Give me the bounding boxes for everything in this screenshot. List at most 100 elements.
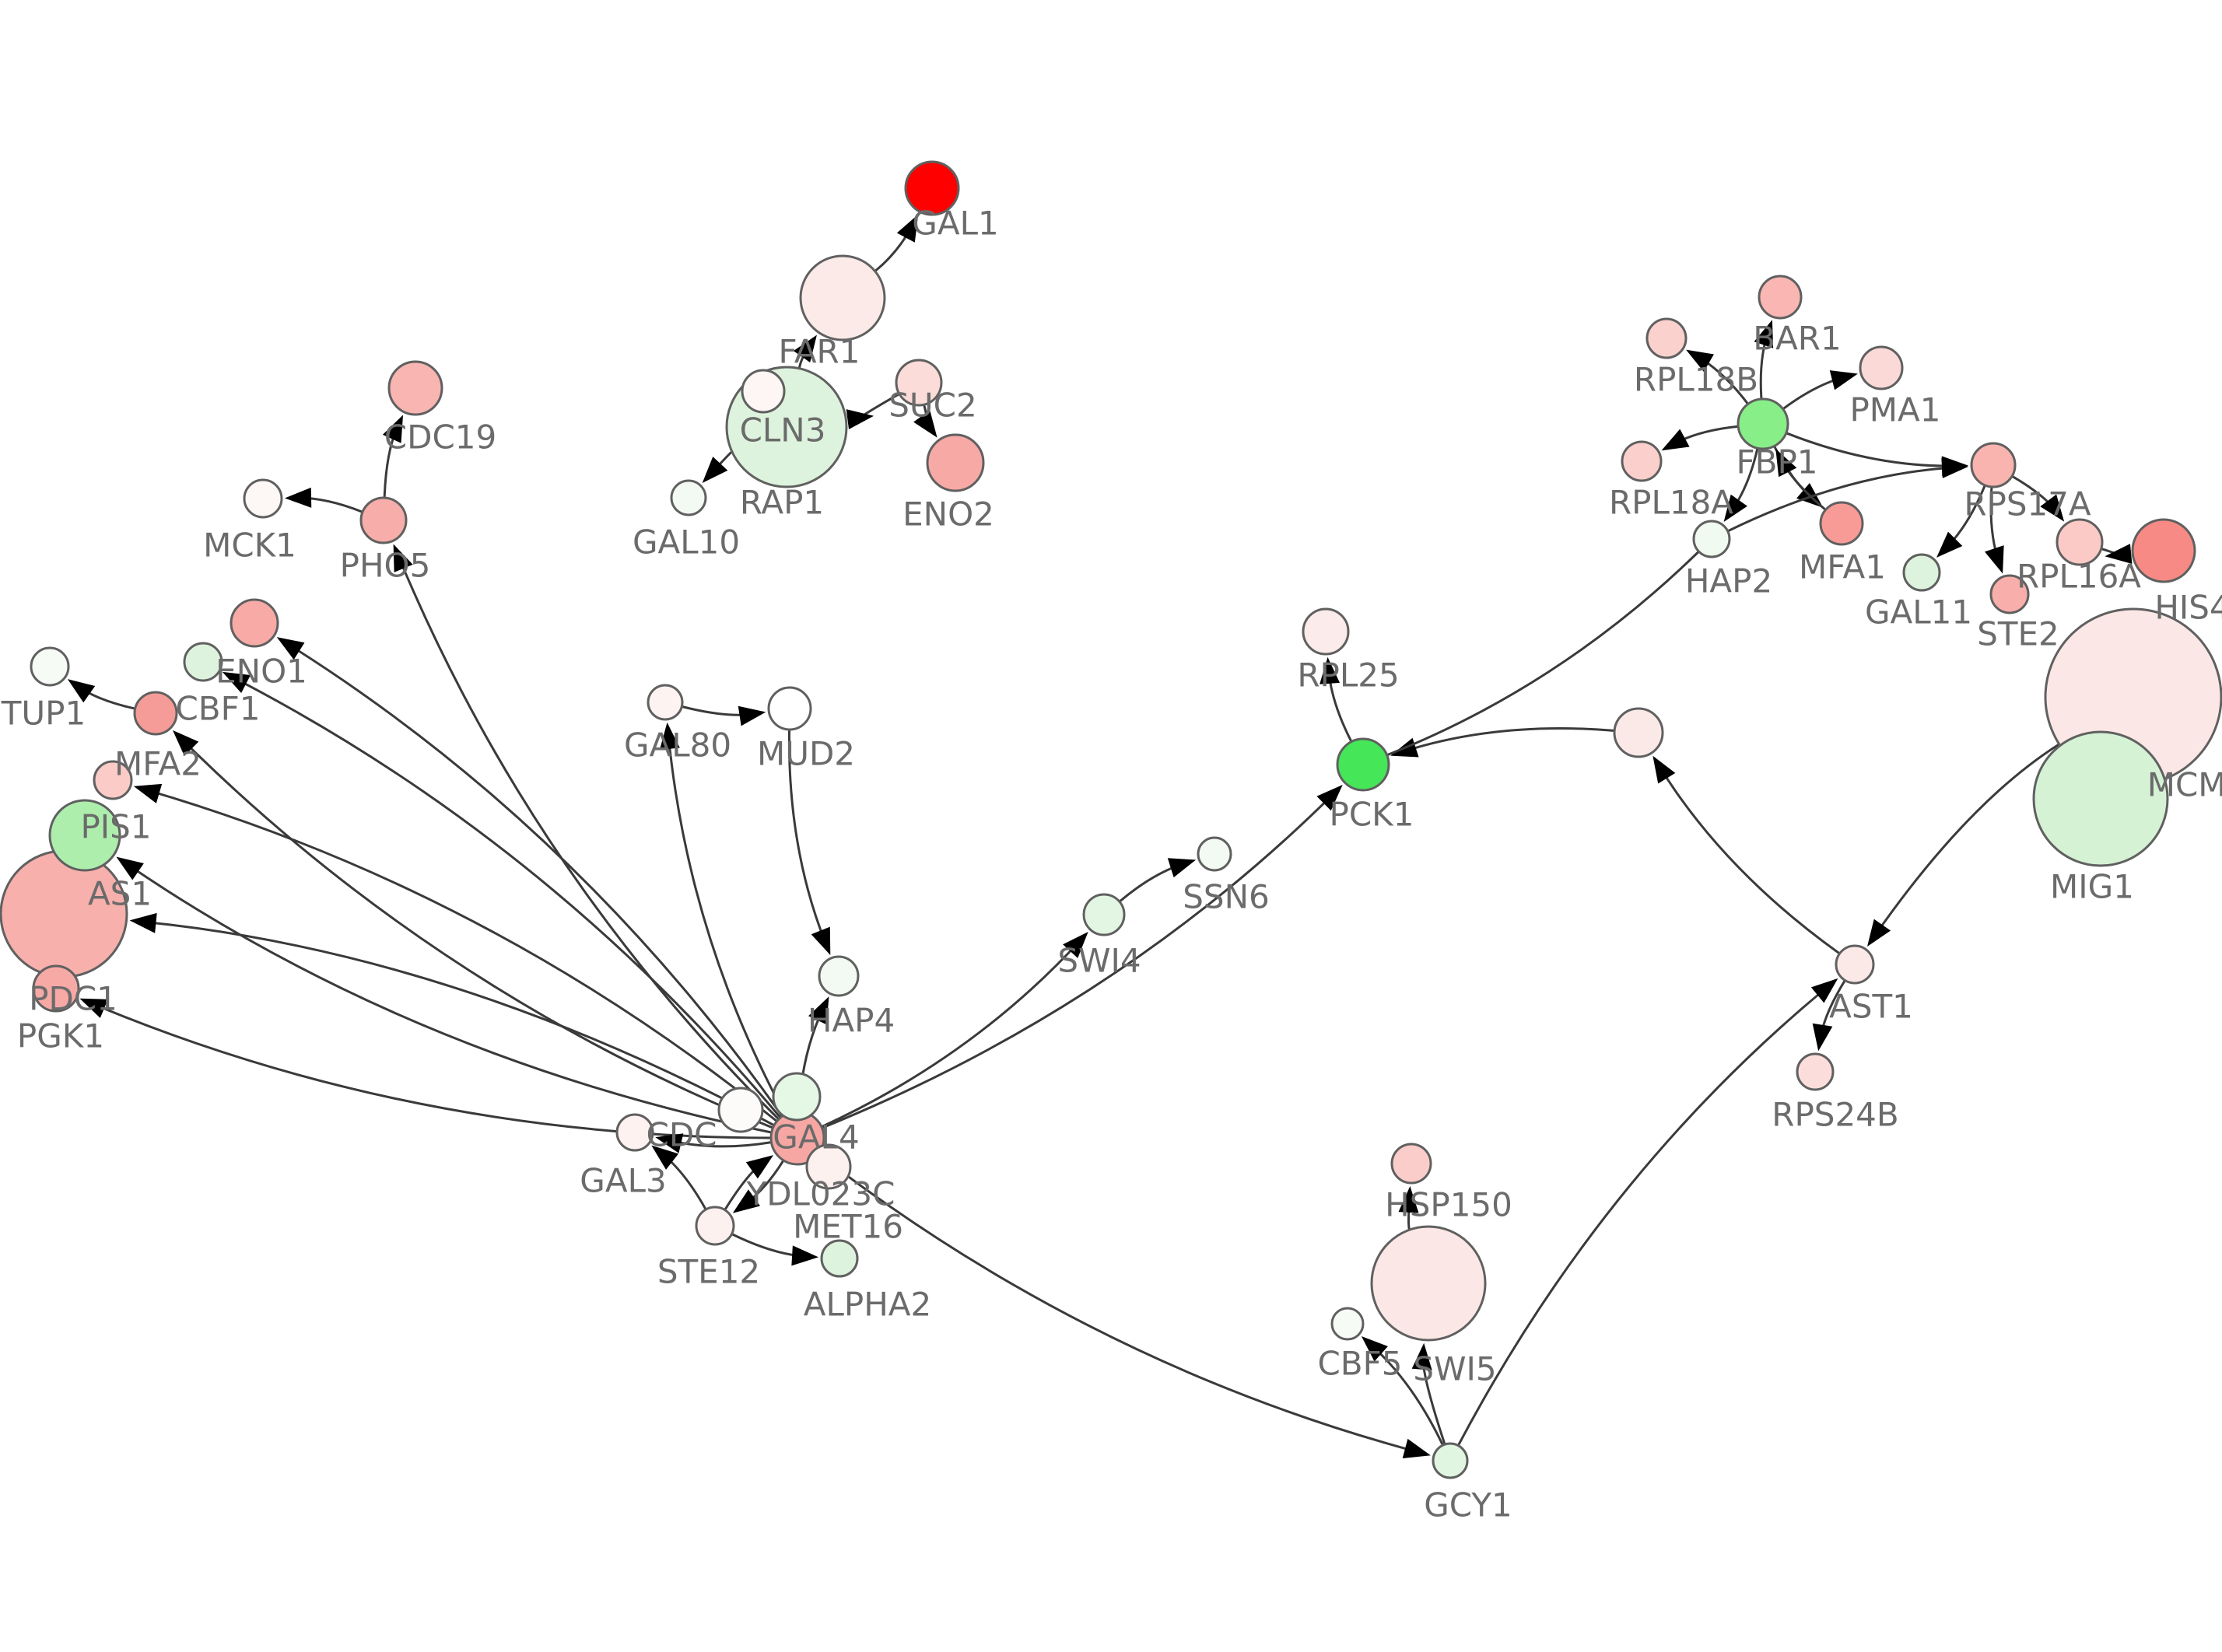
edge-GAL4-GAL80 (667, 734, 786, 1115)
arrowhead-MUD2-HAP4 (811, 926, 831, 956)
node-label-RPL25: RPL25 (1297, 656, 1399, 695)
arrowhead-MFA2-TUP1 (67, 679, 96, 703)
node-GCY1[interactable] (1432, 1442, 1469, 1479)
edge-GAL4-ENO1 (286, 642, 783, 1117)
node-GAL80[interactable] (647, 684, 684, 721)
arrowhead-GAL4-PIS1 (133, 783, 163, 803)
arrowhead-GAL4-GAL3 (655, 1133, 684, 1153)
arrowhead-SUC2-ENO2 (913, 410, 938, 438)
node-SUC2[interactable] (895, 359, 943, 407)
arrowhead-AST1-UNK1 (1652, 755, 1676, 784)
node-ALPHA2[interactable] (820, 1239, 859, 1278)
node-HAP4[interactable] (818, 955, 860, 997)
node-PDC1[interactable] (0, 849, 128, 978)
arrowhead-GAL4-PCK1 (1316, 785, 1343, 811)
node-label-MET16: MET16 (793, 1208, 903, 1246)
node-RAP1[interactable] (741, 369, 786, 414)
arrowhead-FBP1-RPL18B (1686, 349, 1714, 372)
arrowhead-PHO5-CDC19 (382, 415, 404, 443)
node-GAL1[interactable] (904, 160, 960, 216)
arrowhead-SWI4-SSN6 (1167, 858, 1197, 878)
arrowhead-RPS17A-RPL16A (2040, 494, 2065, 522)
node-label-PMA1: PMA1 (1849, 391, 1940, 429)
node-FBP1[interactable] (1737, 397, 1789, 450)
arrowhead-GAL4-MFA2 (172, 730, 199, 757)
label-layer: GAL1FAR1SUC2ENO2CLN3RAP1GAL10CDC19MCK1PH… (1, 205, 2222, 1524)
node-GAL11B[interactable] (772, 1072, 822, 1122)
node-label-GCY1: GCY1 (1424, 1486, 1512, 1524)
node-HSP150[interactable] (1390, 1143, 1432, 1185)
node-RPL18B[interactable] (1645, 317, 1688, 359)
node-CBF5[interactable] (1330, 1307, 1365, 1341)
node-PMA1[interactable] (1859, 345, 1904, 390)
node-label-MIG1: MIG1 (2050, 868, 2134, 906)
node-label-MCK1: MCK1 (203, 527, 296, 565)
node-PCK1[interactable] (1336, 737, 1390, 792)
node-label-STE2: STE2 (1977, 615, 2059, 653)
node-UNK1[interactable] (1613, 707, 1664, 758)
arrowhead-FBP1-PMA1 (1829, 370, 1858, 390)
node-MUD2[interactable] (767, 686, 812, 731)
arrowhead-MCM1-AST1 (1866, 919, 1891, 947)
arrowhead-RPS17A-GAL11 (1936, 531, 1963, 558)
node-GAL3[interactable] (615, 1113, 654, 1152)
edge-MCM1-AST1 (1873, 744, 2059, 937)
arrowhead-MFA1-FBP1 (1775, 449, 1797, 478)
edge-GAL4-CBF1 (233, 676, 781, 1118)
node-SWI5[interactable] (1370, 1225, 1487, 1342)
arrowhead-SWI5-HSP150 (1398, 1185, 1419, 1213)
node-MCK1[interactable] (243, 478, 283, 519)
arrowhead-RPS17A-STE2 (1984, 545, 2004, 574)
node-RPS17A[interactable] (1970, 442, 2017, 488)
node-RPL16A[interactable] (2056, 518, 2104, 566)
node-label-RPS24B: RPS24B (1772, 1096, 1898, 1134)
node-layer[interactable] (0, 160, 2222, 1479)
node-PGK1[interactable] (32, 964, 80, 1013)
node-CDC19[interactable] (387, 360, 443, 416)
node-RPL25[interactable] (1302, 607, 1350, 656)
arrowhead-GAL4-PHO5 (393, 544, 413, 572)
node-PIS1[interactable] (93, 760, 133, 800)
edge-GAL4-PGK1 (90, 1002, 771, 1139)
node-label-RPL18A: RPL18A (1609, 484, 1733, 522)
arrowhead-SUC2-CLN3 (846, 409, 874, 429)
node-MFA2[interactable] (133, 691, 178, 736)
node-STE12[interactable] (695, 1206, 735, 1246)
arrowhead-HAP2-RPS17A (1941, 457, 1969, 478)
node-HAP2[interactable] (1692, 520, 1731, 558)
node-label-FBP1: FBP1 (1736, 443, 1817, 481)
node-label-STE12: STE12 (657, 1253, 760, 1291)
node-ENO1[interactable] (230, 598, 279, 648)
node-GAL11[interactable] (1902, 553, 1941, 592)
node-CDC39[interactable] (717, 1087, 764, 1133)
edge-PCK1-HAP2 (1387, 551, 1699, 756)
node-RPS24B[interactable] (1796, 1052, 1835, 1091)
node-MFA1[interactable] (1819, 501, 1864, 546)
node-GAL10[interactable] (670, 479, 707, 516)
node-MIG1[interactable] (2032, 730, 2169, 867)
node-label-GAL3: GAL3 (580, 1162, 666, 1200)
node-STE2[interactable] (1989, 574, 2030, 614)
node-YDL023C[interactable] (805, 1143, 852, 1190)
node-FAR1[interactable] (799, 254, 886, 341)
node-PHO5[interactable] (359, 496, 408, 544)
node-HIS4[interactable] (2131, 518, 2196, 583)
node-label-PGK1: PGK1 (17, 1017, 104, 1055)
arrowhead-AST1-RPS24B (1812, 1023, 1833, 1052)
node-ENO2[interactable] (926, 433, 985, 492)
node-TUP1[interactable] (30, 646, 70, 687)
node-AST1[interactable] (1835, 944, 1875, 985)
node-CBF1[interactable] (183, 642, 223, 682)
arrowhead-GAL4-STE12 (732, 1189, 761, 1213)
arrowhead-CLN3-FAR1 (793, 334, 817, 362)
node-SWI4[interactable] (1082, 893, 1126, 936)
arrowhead-GAL4-CBF1 (222, 671, 251, 694)
node-AS1[interactable] (48, 799, 121, 872)
edge-GAL4-PIS1 (145, 788, 777, 1122)
arrowhead-FBP1-HAP2 (1723, 494, 1747, 522)
node-RPL18A[interactable] (1621, 440, 1663, 482)
node-BAR1[interactable] (1758, 275, 1803, 320)
node-SSN6[interactable] (1197, 836, 1232, 872)
